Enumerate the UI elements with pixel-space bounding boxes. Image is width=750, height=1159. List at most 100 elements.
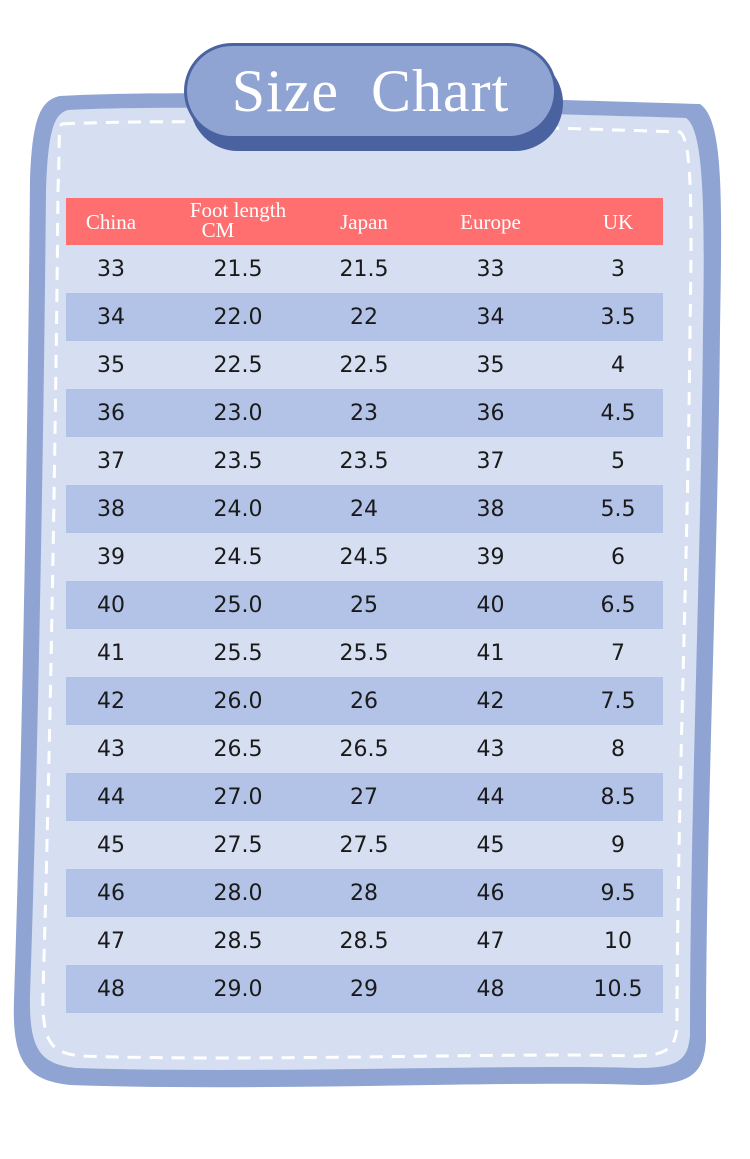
table-row: 36 23.0 23 36 4.5 xyxy=(66,389,663,437)
header-foot-length-line2: CM xyxy=(201,217,235,242)
cell-foot-length: 27.0 xyxy=(213,784,263,810)
cell-europe: 39 xyxy=(476,544,505,570)
cell-uk: 3 xyxy=(611,256,625,282)
cell-japan: 23 xyxy=(350,400,378,426)
size-table: China Foot length CM Japan Europe UK 33 … xyxy=(66,198,663,1013)
cell-foot-length: 23.5 xyxy=(213,448,263,474)
cell-uk: 6 xyxy=(611,544,625,570)
cell-europe: 48 xyxy=(476,976,505,1002)
cell-japan: 22.5 xyxy=(339,352,389,378)
cell-europe: 34 xyxy=(476,304,505,330)
cell-japan: 22 xyxy=(350,304,378,330)
cell-china: 36 xyxy=(97,400,125,426)
header-uk: UK xyxy=(602,209,634,234)
table-row: 38 24.0 24 38 5.5 xyxy=(66,485,663,533)
cell-japan: 25 xyxy=(350,592,378,618)
cell-uk: 3.5 xyxy=(600,304,636,330)
cell-foot-length: 27.5 xyxy=(213,832,263,858)
cell-china: 46 xyxy=(97,880,125,906)
cell-china: 45 xyxy=(97,832,125,858)
cell-foot-length: 25.5 xyxy=(213,640,263,666)
cell-china: 38 xyxy=(97,496,125,522)
cell-foot-length: 21.5 xyxy=(213,256,263,282)
table-row: 42 26.0 26 42 7.5 xyxy=(66,677,663,725)
header-europe: Europe xyxy=(460,209,521,234)
cell-uk: 8 xyxy=(611,736,625,762)
cell-japan: 26.5 xyxy=(339,736,389,762)
header-foot-length: Foot length CM xyxy=(156,197,320,240)
cell-europe: 44 xyxy=(476,784,505,810)
cell-china: 43 xyxy=(97,736,125,762)
cell-japan: 25.5 xyxy=(339,640,389,666)
cell-uk: 5 xyxy=(611,448,625,474)
cell-foot-length: 26.0 xyxy=(213,688,263,714)
cell-uk: 7 xyxy=(611,640,625,666)
cell-uk: 4 xyxy=(611,352,625,378)
table-row: 43 26.5 26.5 43 8 xyxy=(66,725,663,773)
cell-europe: 35 xyxy=(476,352,505,378)
cell-china: 33 xyxy=(97,256,125,282)
cell-uk: 4.5 xyxy=(600,400,636,426)
cell-uk: 10.5 xyxy=(593,976,643,1002)
table-row: 47 28.5 28.5 47 10 xyxy=(66,917,663,965)
cell-uk: 6.5 xyxy=(600,592,636,618)
cell-uk: 5.5 xyxy=(600,496,636,522)
stitch-dashes xyxy=(41,120,693,1060)
header-japan: Japan xyxy=(340,209,388,234)
cell-japan: 28 xyxy=(350,880,378,906)
cell-foot-length: 22.0 xyxy=(213,304,263,330)
table-row: 34 22.0 22 34 3.5 xyxy=(66,293,663,341)
cell-japan: 23.5 xyxy=(339,448,389,474)
cell-europe: 40 xyxy=(476,592,505,618)
header-foot-length-line1: Foot length xyxy=(189,197,287,222)
cell-foot-length: 24.0 xyxy=(213,496,263,522)
cell-europe: 37 xyxy=(476,448,505,474)
table-row: 39 24.5 24.5 39 6 xyxy=(66,533,663,581)
cell-china: 42 xyxy=(97,688,125,714)
cell-china: 40 xyxy=(97,592,125,618)
cell-japan: 24.5 xyxy=(339,544,389,570)
table-row: 40 25.0 25 40 6.5 xyxy=(66,581,663,629)
table-header: China Foot length CM Japan Europe UK xyxy=(66,198,663,245)
cell-europe: 33 xyxy=(476,256,505,282)
cell-europe: 47 xyxy=(476,928,505,954)
table-row: 48 29.0 29 48 10.5 xyxy=(66,965,663,1013)
table-row: 33 21.5 21.5 33 3 xyxy=(66,245,663,293)
cell-foot-length: 28.5 xyxy=(213,928,263,954)
title-badge: Size Chart xyxy=(184,43,557,139)
cell-foot-length: 29.0 xyxy=(213,976,263,1002)
cell-japan: 26 xyxy=(350,688,378,714)
cell-japan: 29 xyxy=(350,976,378,1002)
cell-japan: 21.5 xyxy=(339,256,389,282)
table-row: 46 28.0 28 46 9.5 xyxy=(66,869,663,917)
cell-europe: 38 xyxy=(476,496,505,522)
cell-china: 39 xyxy=(97,544,125,570)
cell-europe: 43 xyxy=(476,736,505,762)
cell-europe: 36 xyxy=(476,400,505,426)
cell-foot-length: 28.0 xyxy=(213,880,263,906)
cell-foot-length: 24.5 xyxy=(213,544,263,570)
cell-europe: 41 xyxy=(476,640,505,666)
cell-china: 37 xyxy=(97,448,125,474)
cell-china: 44 xyxy=(97,784,125,810)
page-title: Size Chart xyxy=(231,57,510,124)
cell-japan: 28.5 xyxy=(339,928,389,954)
table-row: 37 23.5 23.5 37 5 xyxy=(66,437,663,485)
cell-europe: 46 xyxy=(476,880,505,906)
cell-china: 47 xyxy=(97,928,125,954)
cell-foot-length: 22.5 xyxy=(213,352,263,378)
cell-china: 48 xyxy=(97,976,125,1002)
cell-japan: 27 xyxy=(350,784,378,810)
cell-uk: 9 xyxy=(611,832,625,858)
table-row: 41 25.5 25.5 41 7 xyxy=(66,629,663,677)
cell-uk: 8.5 xyxy=(600,784,636,810)
table-row: 45 27.5 27.5 45 9 xyxy=(66,821,663,869)
cell-uk: 10 xyxy=(604,928,632,954)
cell-japan: 27.5 xyxy=(339,832,389,858)
cell-uk: 9.5 xyxy=(600,880,636,906)
cell-uk: 7.5 xyxy=(600,688,636,714)
cell-china: 34 xyxy=(97,304,125,330)
cell-europe: 42 xyxy=(476,688,505,714)
header-china: China xyxy=(85,209,137,234)
cell-japan: 24 xyxy=(350,496,378,522)
